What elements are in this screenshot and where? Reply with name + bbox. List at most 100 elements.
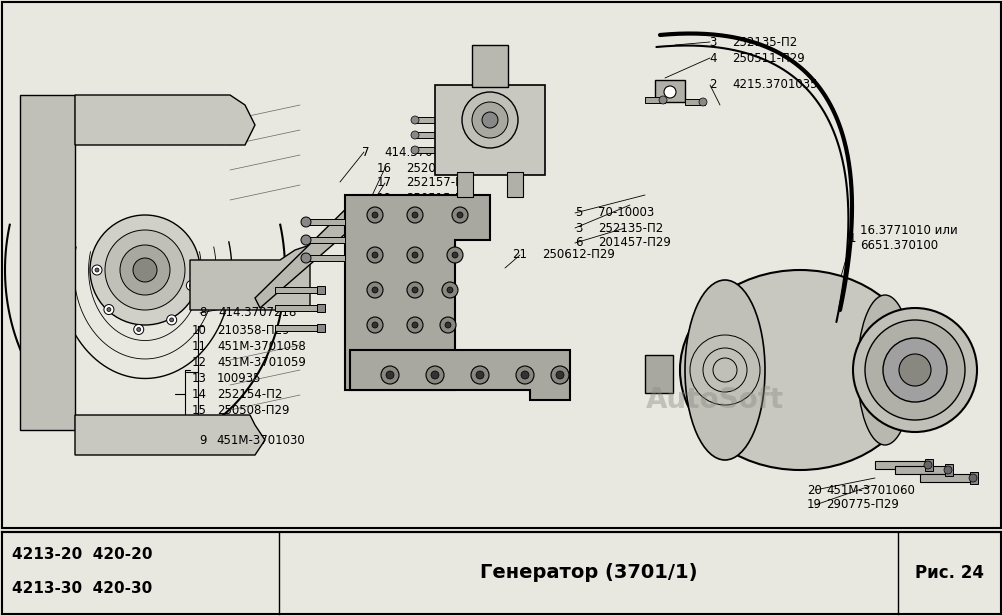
Circle shape <box>367 247 383 263</box>
Text: 11: 11 <box>191 339 206 352</box>
Circle shape <box>866 352 902 388</box>
Circle shape <box>381 366 399 384</box>
Bar <box>275 325 320 331</box>
Circle shape <box>301 217 311 227</box>
Circle shape <box>107 307 111 312</box>
Circle shape <box>524 95 534 105</box>
Circle shape <box>658 96 666 104</box>
Text: 4: 4 <box>708 52 716 65</box>
Text: 7: 7 <box>362 145 370 158</box>
Polygon shape <box>350 350 569 400</box>
Text: 3: 3 <box>709 36 716 49</box>
Text: 9: 9 <box>199 434 206 447</box>
Text: 21: 21 <box>511 248 526 262</box>
Circle shape <box>367 282 383 298</box>
Circle shape <box>166 315 176 325</box>
Circle shape <box>92 265 102 275</box>
Circle shape <box>431 371 439 379</box>
Bar <box>415 132 450 138</box>
Text: 16.3771010 или
6651.370100: 16.3771010 или 6651.370100 <box>859 224 957 252</box>
Circle shape <box>943 466 951 474</box>
Circle shape <box>520 371 528 379</box>
Text: 70-10003: 70-10003 <box>597 206 653 219</box>
Text: 250515-П8: 250515-П8 <box>406 192 471 205</box>
Bar <box>969 472 977 484</box>
Bar <box>305 219 345 225</box>
Circle shape <box>471 366 489 384</box>
Text: 20: 20 <box>807 484 822 496</box>
Text: 290775-П29: 290775-П29 <box>826 498 898 511</box>
Bar <box>305 237 345 243</box>
Text: 16: 16 <box>377 161 392 174</box>
Polygon shape <box>20 95 75 430</box>
Circle shape <box>412 252 418 258</box>
Text: 12: 12 <box>191 355 206 368</box>
Text: 3: 3 <box>575 222 582 235</box>
Text: 1: 1 <box>848 232 855 245</box>
Circle shape <box>367 207 383 223</box>
Text: 252154-П2: 252154-П2 <box>216 387 283 400</box>
Text: 250612-П29: 250612-П29 <box>541 248 614 262</box>
Bar <box>506 172 522 197</box>
Circle shape <box>411 116 419 124</box>
Text: 4213-20  420-20: 4213-20 420-20 <box>12 546 152 562</box>
Circle shape <box>445 95 455 105</box>
Circle shape <box>524 145 534 155</box>
Circle shape <box>445 322 451 328</box>
Polygon shape <box>345 195 490 390</box>
Circle shape <box>476 371 484 379</box>
Circle shape <box>472 102 507 138</box>
Bar <box>919 474 974 482</box>
Circle shape <box>412 322 418 328</box>
Bar <box>275 305 320 311</box>
Bar <box>415 147 450 153</box>
Circle shape <box>301 253 311 263</box>
Text: 252135-П2: 252135-П2 <box>597 222 662 235</box>
Text: 252157-П2: 252157-П2 <box>406 177 471 190</box>
Circle shape <box>90 215 199 325</box>
Bar <box>317 324 325 332</box>
Text: 19: 19 <box>807 498 822 511</box>
Text: 15: 15 <box>192 403 206 416</box>
Circle shape <box>407 317 423 333</box>
Text: 17: 17 <box>377 177 392 190</box>
Circle shape <box>852 308 976 432</box>
Circle shape <box>367 317 383 333</box>
Circle shape <box>133 325 143 334</box>
Text: 250511-П29: 250511-П29 <box>731 52 804 65</box>
Circle shape <box>440 317 456 333</box>
Bar <box>894 466 949 474</box>
Text: 414.3707218: 414.3707218 <box>217 307 296 320</box>
Text: 2: 2 <box>708 78 716 92</box>
Circle shape <box>447 247 463 263</box>
Polygon shape <box>255 195 380 308</box>
Circle shape <box>189 283 193 288</box>
Text: 100935: 100935 <box>216 371 262 384</box>
Circle shape <box>372 287 378 293</box>
Circle shape <box>482 112 498 128</box>
Circle shape <box>515 366 533 384</box>
Text: 18: 18 <box>377 192 392 205</box>
Text: Рис. 24: Рис. 24 <box>914 564 983 582</box>
Text: 4215.3701035: 4215.3701035 <box>731 78 817 92</box>
Circle shape <box>898 354 930 386</box>
Circle shape <box>95 268 99 272</box>
Circle shape <box>663 86 675 98</box>
Circle shape <box>133 258 157 282</box>
Text: 252135-П2: 252135-П2 <box>731 36 797 49</box>
Bar <box>435 85 544 175</box>
Text: 252007-П29: 252007-П29 <box>406 161 478 174</box>
Text: 210358-П29: 210358-П29 <box>216 323 290 336</box>
Bar <box>305 255 345 261</box>
Bar <box>684 99 704 105</box>
Text: 451М-3701060: 451М-3701060 <box>826 484 914 496</box>
Circle shape <box>462 92 517 148</box>
Circle shape <box>452 207 468 223</box>
Circle shape <box>372 322 378 328</box>
Circle shape <box>447 287 453 293</box>
Circle shape <box>882 338 946 402</box>
Circle shape <box>186 280 196 291</box>
Circle shape <box>407 247 423 263</box>
Circle shape <box>120 245 169 295</box>
Circle shape <box>105 230 184 310</box>
